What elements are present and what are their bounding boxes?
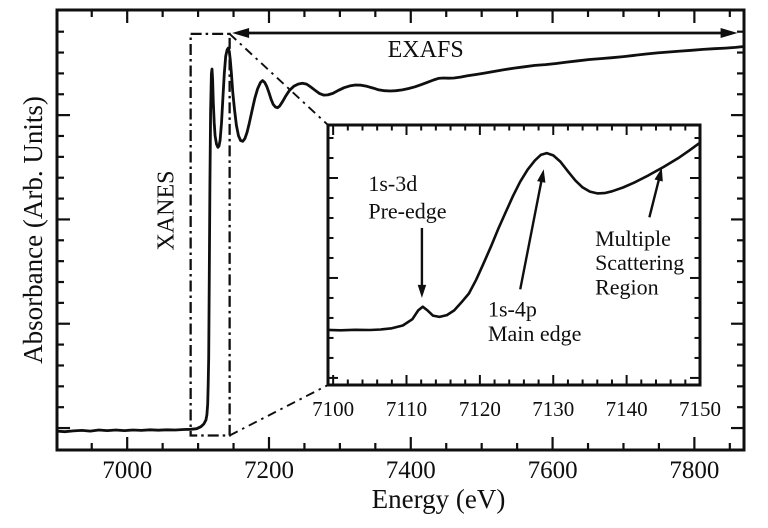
exafs-range-arrow-head — [232, 28, 250, 38]
pre-edge-label: 1s-3d — [368, 171, 417, 196]
x-tick-label: 7800 — [669, 457, 719, 484]
main-plot-frame — [55, 8, 746, 452]
main-spectrum-curve — [55, 45, 746, 434]
main-edge-label: Main edge — [488, 321, 581, 346]
zoom-connector-line — [228, 33, 329, 126]
xanes-region-box — [189, 32, 231, 437]
x-tick-label: 7140 — [606, 397, 648, 421]
inset-plot: 7100 7110 7120 7130 7140 71501s-3dPre-edge1s-… — [312, 123, 721, 421]
exafs-range-arrow-head — [720, 28, 738, 38]
x-axis-title: Energy (eV) — [372, 484, 506, 514]
inset-background — [326, 123, 702, 387]
inset-plot-frame — [326, 123, 702, 387]
exafs-label: EXAFS — [388, 37, 464, 63]
inset-spectrum-curve — [326, 141, 702, 332]
zoom-connectors — [228, 33, 329, 437]
x-tick-label: 7000 — [102, 457, 152, 484]
multiple-scattering-label: Scattering — [595, 250, 684, 275]
xanes-label: XANES — [153, 171, 179, 251]
pre-edge-arrow-head — [417, 284, 427, 298]
x-tick-label: 7200 — [244, 457, 294, 484]
multiple-scattering-arrow-head — [654, 167, 663, 182]
pre-edge-label: Pre-edge — [368, 198, 446, 223]
zoom-connector-line — [229, 384, 329, 437]
x-tick-label: 7130 — [532, 397, 574, 421]
x-tick-label: 7600 — [528, 457, 578, 484]
x-tick-label: 7400 — [386, 457, 436, 484]
x-tick-label: 7150 — [679, 397, 721, 421]
multiple-scattering-label: Region — [595, 275, 659, 300]
multiple-scattering-arrow-line — [648, 177, 661, 218]
x-tick-label: 7120 — [459, 397, 501, 421]
x-tick-label: 7110 — [386, 397, 427, 421]
y-axis-title: Absorbance (Arb. Units) — [18, 96, 48, 364]
x-tick-label: 7100 — [312, 397, 354, 421]
main-edge-arrow-line — [519, 178, 544, 290]
main-edge-label: 1s-4p — [488, 297, 537, 322]
main-edge-arrow-head — [537, 169, 546, 183]
multiple-scattering-label: Multiple — [595, 226, 671, 251]
